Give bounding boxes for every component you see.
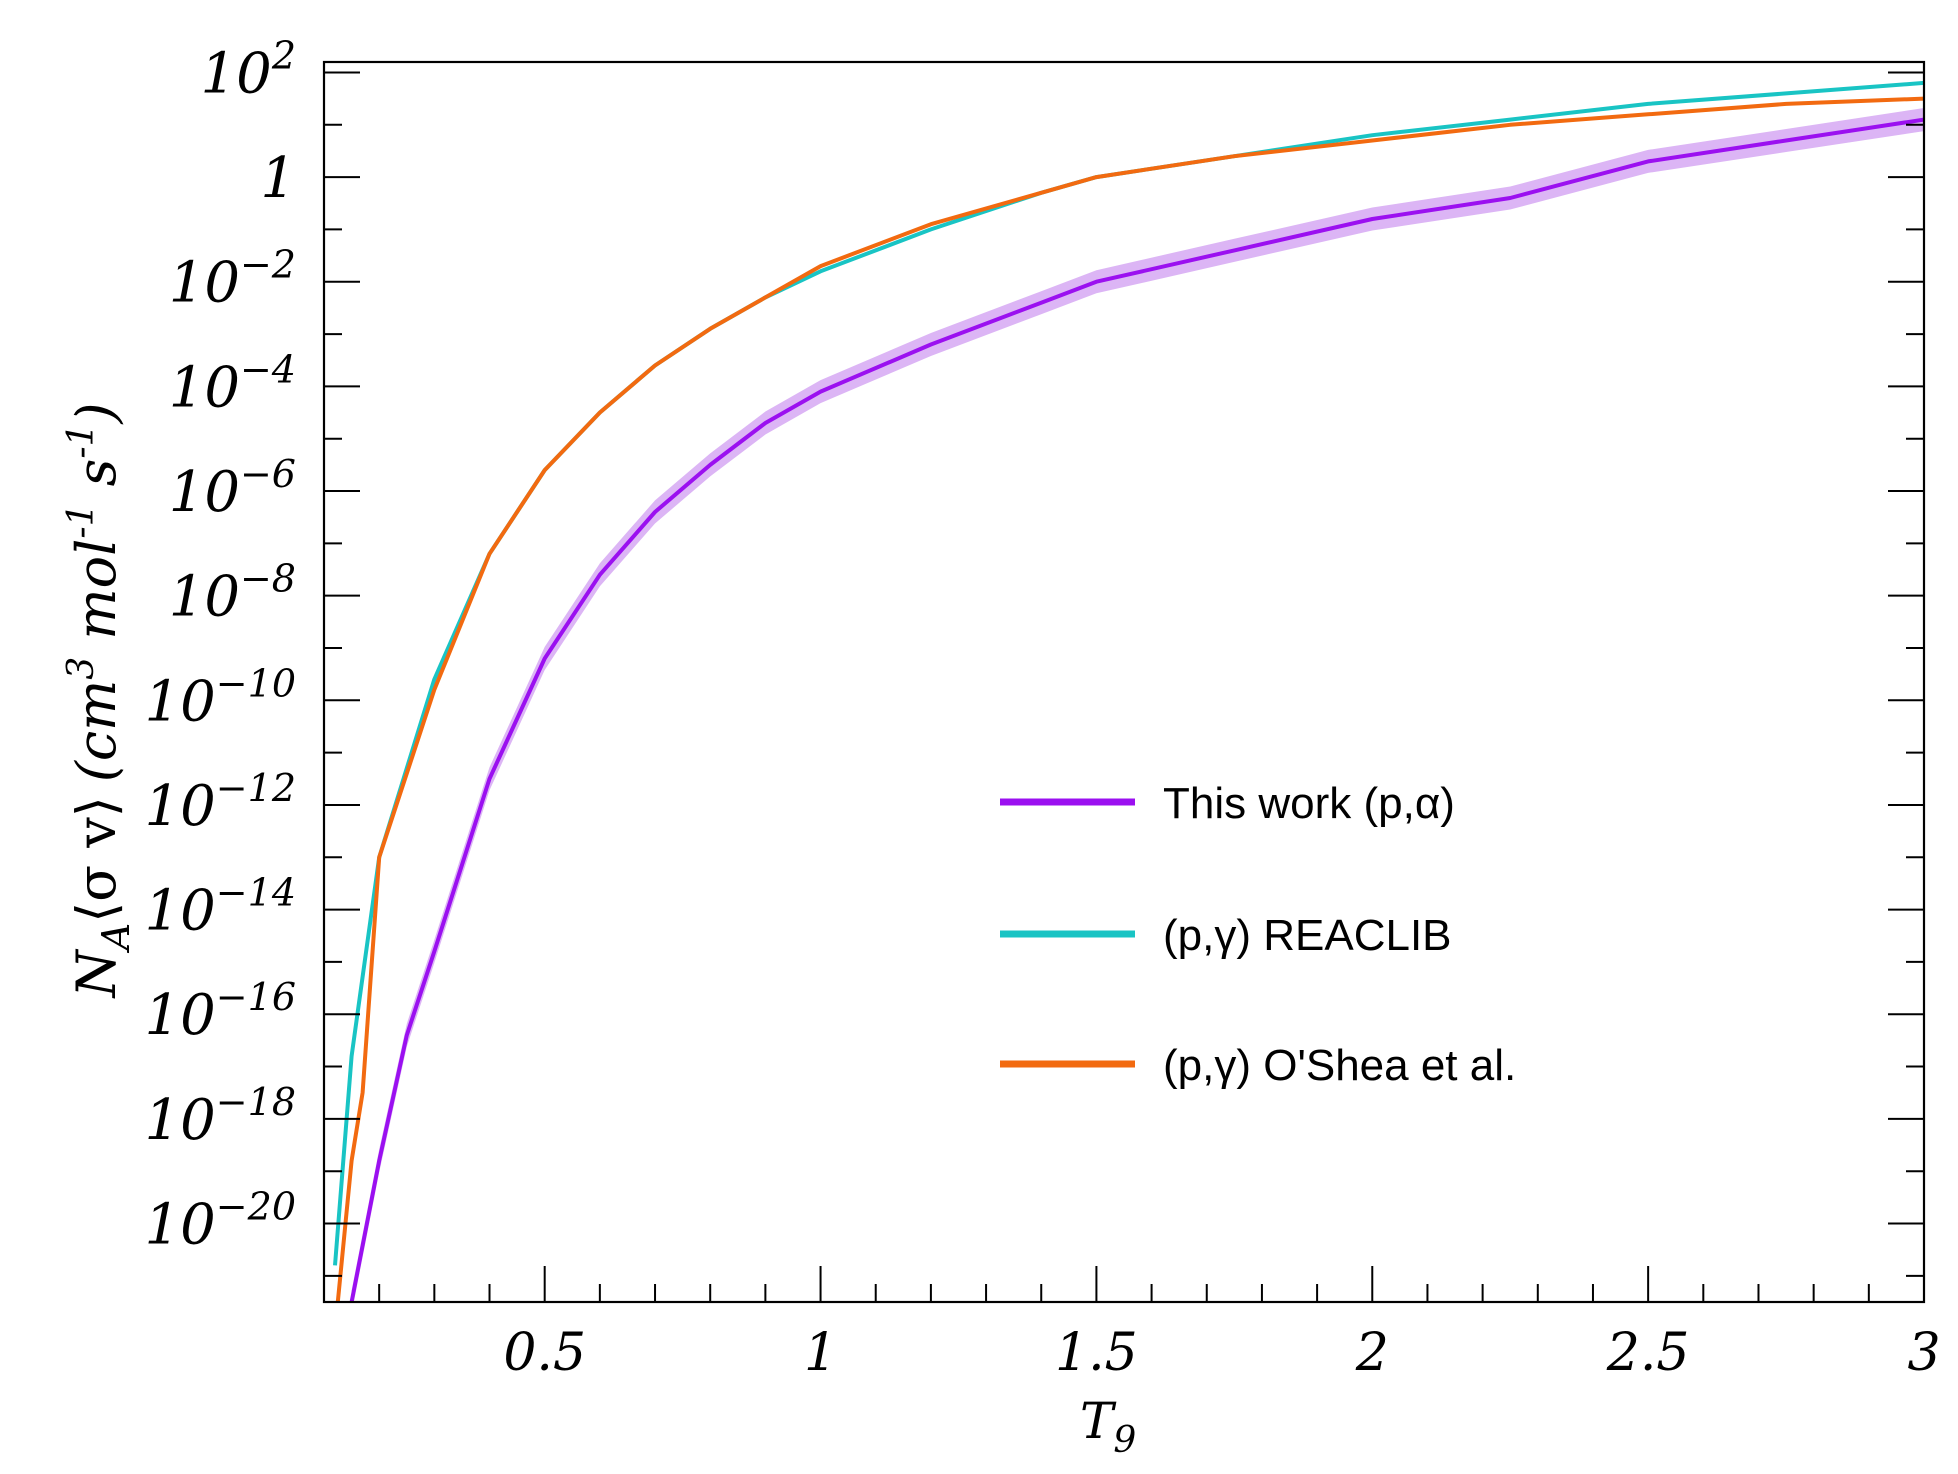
series-line-1: [333, 80, 1924, 1266]
x-tick-label: 0.5: [503, 1323, 586, 1383]
x-tick-label: 1.5: [1055, 1323, 1138, 1383]
y-tick-label: 102: [201, 33, 296, 106]
y-tick-label: 10−2: [169, 243, 296, 316]
y-tick-label: 10−4: [169, 347, 296, 420]
uncertainty-bands: [351, 108, 1924, 1302]
legend-label-reaclib: (p,γ) REACLIB: [1163, 911, 1452, 960]
y-tick-label: 10−12: [145, 766, 296, 839]
y-tick-label: 10−16: [145, 975, 296, 1048]
x-tick-labels: 0.5 1 1.5 2 2.5 3: [503, 1323, 1940, 1383]
y-tick-label: 10−14: [145, 871, 296, 944]
x-tick-label: 1: [804, 1323, 837, 1383]
legend-label-oshea: (p,γ) O'Shea et al.: [1163, 1041, 1516, 1090]
y-tick-label: 10−6: [169, 452, 296, 525]
x-tick-label: 3: [1907, 1323, 1940, 1383]
axis-ticks: [324, 71, 1925, 1302]
y-tick-label: 10−8: [169, 557, 296, 630]
y-tick-label: 10−10: [145, 661, 296, 734]
series-lines: [333, 80, 1924, 1302]
y-tick-label: 1: [260, 146, 296, 211]
x-tick-label: 2.5: [1606, 1323, 1690, 1383]
legend-label-this-work: This work (p,α): [1163, 779, 1455, 828]
y-tick-labels: 102 1 10−2 10−4 10−6 10−8 10−10 10−12 10−14 10−16…: [145, 33, 296, 1257]
series-line-2: [335, 96, 1924, 1302]
y-tick-label: 10−20: [145, 1185, 296, 1258]
series-line-0: [349, 117, 1924, 1302]
y-axis-title: NA⟨σ v⟩(cm3 mol-1 s-1): [61, 402, 138, 999]
x-tick-label: 2: [1355, 1323, 1389, 1383]
uncertainty-band-series-0: [351, 108, 1924, 1302]
y-tick-label: 10−18: [145, 1080, 296, 1153]
plot-frame: [322, 60, 1926, 1304]
x-axis-title: T9: [1080, 1392, 1136, 1461]
legend: This work (p,α) (p,γ) REACLIB (p,γ) O'Sh…: [1000, 779, 1516, 1090]
